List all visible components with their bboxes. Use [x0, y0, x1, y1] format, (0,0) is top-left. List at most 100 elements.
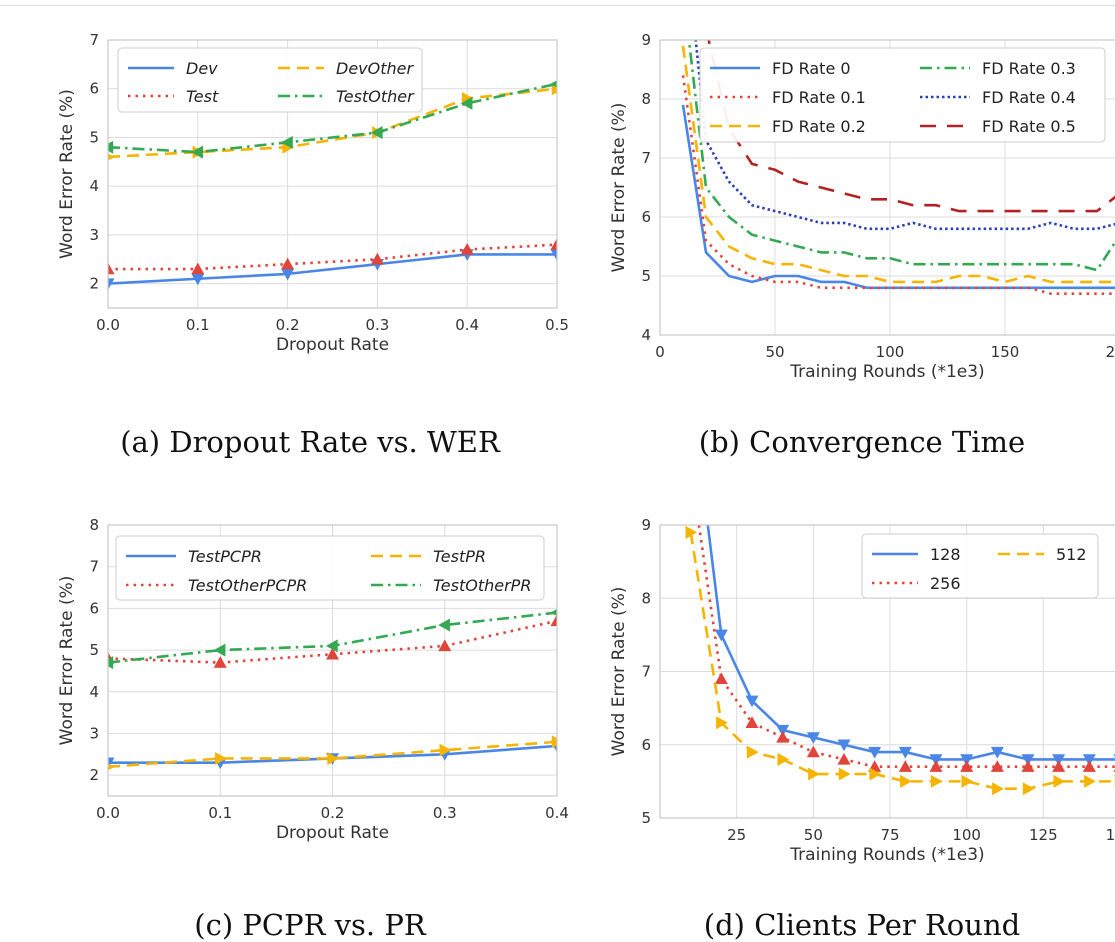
- data-point: [550, 80, 557, 88]
- x-axis-label: Dropout Rate: [276, 335, 389, 355]
- data-point: [808, 767, 820, 781]
- x-tick-label: 100: [876, 343, 905, 361]
- data-point: [992, 782, 1004, 796]
- y-tick-label: 6: [89, 599, 99, 617]
- data-point: [700, 505, 713, 517]
- data-point: [550, 614, 557, 627]
- legend-label: Test: [186, 87, 219, 106]
- data-point: [108, 656, 114, 670]
- series-line-fd-rate-0-5: [707, 40, 1115, 213]
- data-point: [550, 608, 557, 617]
- data-point: [108, 262, 115, 275]
- caption-a: (a) Dropout Rate vs. WER: [120, 425, 501, 459]
- x-tick-label: 200: [1106, 343, 1115, 361]
- data-point: [281, 268, 295, 281]
- y-tick-label: 8: [641, 589, 651, 607]
- y-tick-label: 7: [89, 558, 99, 576]
- legend-label: TestOther: [336, 87, 415, 106]
- series-line-512: [689, 532, 1115, 791]
- data-point: [438, 639, 452, 652]
- legend: Dev Test DevOther TestOther: [117, 47, 423, 113]
- data-point: [1021, 760, 1035, 772]
- data-point: [746, 745, 759, 759]
- y-tick-label: 8: [641, 90, 651, 108]
- y-tick-label: 4: [89, 683, 99, 701]
- series-line-testother: [108, 82, 557, 154]
- legend-label: TestPCPR: [188, 547, 262, 566]
- x-axis-label: Training Rounds (*1e3): [789, 362, 984, 382]
- data-point: [929, 754, 943, 766]
- data-point: [326, 647, 339, 660]
- y-tick-label: 5: [89, 641, 99, 659]
- data-point: [714, 629, 728, 642]
- data-point: [1053, 774, 1066, 788]
- data-point: [1082, 760, 1096, 772]
- legend-label: DevOther: [336, 59, 414, 78]
- legend-label: Dev: [186, 59, 218, 78]
- data-point: [930, 774, 943, 788]
- y-axis-label: Word Error Rate (%): [57, 576, 77, 746]
- x-tick-label: 50: [804, 826, 823, 844]
- data-point: [806, 745, 820, 758]
- data-point: [281, 135, 293, 149]
- y-tick-label: 6: [89, 80, 99, 98]
- legend-label: TestPR: [433, 547, 486, 566]
- data-point: [777, 752, 790, 766]
- data-point: [929, 760, 943, 772]
- legend-label: FD Rate 0.5: [982, 117, 1076, 136]
- y-axis-label: Word Error Rate (%): [609, 587, 629, 757]
- data-point: [191, 262, 205, 275]
- y-tick-label: 5: [89, 128, 99, 146]
- x-tick-label: 0.2: [321, 804, 345, 822]
- x-tick-label: 125: [1029, 826, 1058, 844]
- data-point: [868, 746, 882, 759]
- x-tick-label: 0.4: [545, 804, 569, 822]
- data-point: [776, 730, 790, 743]
- y-tick-label: 6: [641, 208, 651, 226]
- plot-frame: [107, 39, 558, 309]
- y-tick-label: 8: [89, 516, 99, 534]
- data-point: [439, 743, 452, 757]
- x-axis-label: Training Rounds (*1e3): [789, 845, 984, 865]
- data-point: [191, 145, 203, 159]
- caption-d: (d) Clients Per Round: [704, 908, 1020, 942]
- data-point: [370, 126, 383, 140]
- legend-box: [861, 533, 1099, 599]
- data-point: [690, 504, 703, 516]
- data-point: [551, 735, 557, 749]
- y-tick-label: 9: [641, 31, 651, 49]
- series-line-fd-rate-0-3: [687, 40, 1115, 272]
- x-tick-label: 0.1: [208, 804, 232, 822]
- data-point: [898, 760, 912, 772]
- data-point: [960, 754, 974, 766]
- series-line-dev: [108, 253, 557, 285]
- caption-b: (b) Convergence Time: [699, 425, 1025, 459]
- plot-area: [108, 608, 557, 771]
- x-tick-label: 75: [880, 826, 899, 844]
- data-point: [838, 767, 851, 781]
- x-tick-label: 0.0: [96, 316, 120, 334]
- data-point: [837, 739, 851, 752]
- x-tick-label: 0.3: [365, 316, 389, 334]
- x-tick-label: 0.4: [455, 316, 479, 334]
- data-point: [990, 746, 1004, 759]
- x-tick-label: 0.1: [186, 316, 210, 334]
- y-tick-label: 2: [89, 275, 99, 293]
- data-point: [990, 760, 1004, 772]
- plot-area: [685, 504, 1115, 796]
- x-tick-label: 100: [952, 826, 981, 844]
- data-point: [108, 140, 114, 154]
- legend-label: FD Rate 0: [772, 59, 851, 78]
- legend-label: FD Rate 0.1: [772, 88, 866, 107]
- data-point: [1052, 754, 1066, 766]
- data-point: [685, 525, 698, 539]
- data-point: [776, 724, 790, 737]
- legend-box: [117, 47, 423, 113]
- chart-panel-d: 5 6 7 8 9 25 50 75 100 125 150 Training Rounds (*1e…: [609, 504, 1115, 865]
- data-point: [745, 716, 759, 728]
- data-point: [281, 257, 295, 270]
- caption-c: (c) PCPR vs. PR: [194, 908, 427, 942]
- data-point: [460, 243, 474, 255]
- plot-frame: [107, 524, 558, 797]
